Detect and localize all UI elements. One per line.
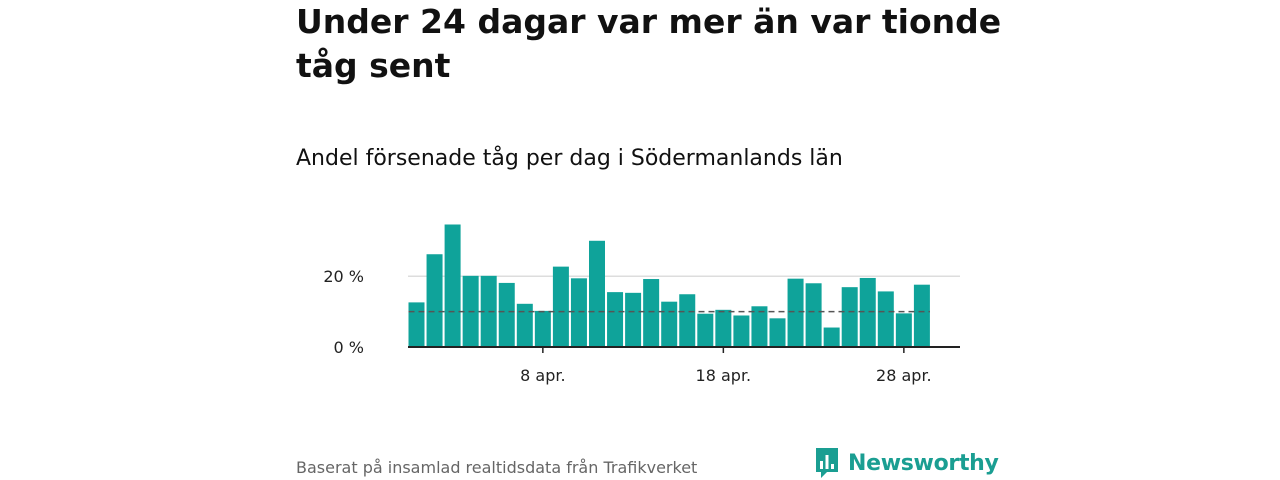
- bar: [823, 327, 840, 347]
- bar: [498, 282, 515, 347]
- headline: Under 24 dagar var mer än var tionde tåg…: [296, 2, 1002, 85]
- bar: [697, 313, 714, 347]
- bar: [552, 266, 569, 347]
- bar: [913, 284, 930, 347]
- bar: [589, 240, 605, 347]
- chart-title: Andel försenade tåg per dag i Södermanla…: [296, 146, 843, 171]
- bar: [408, 302, 425, 347]
- x-tick-label: 28 apr.: [876, 366, 932, 385]
- bar: [769, 318, 786, 347]
- x-tick-label: 18 apr.: [696, 366, 752, 385]
- bar: [570, 278, 587, 347]
- bar: [679, 294, 696, 347]
- x-tick-label: 8 apr.: [520, 366, 565, 385]
- bar: [516, 303, 533, 347]
- brand-name: Newsworthy: [848, 450, 999, 476]
- bar: [661, 301, 678, 347]
- bar: [625, 292, 642, 347]
- bar: [426, 254, 443, 347]
- source-note: Baserat på insamlad realtidsdata från Tr…: [296, 458, 698, 477]
- bar: [805, 283, 822, 347]
- bar: [895, 313, 912, 347]
- brand-logo: Newsworthy: [814, 446, 999, 480]
- bar: [643, 279, 660, 347]
- bar: [787, 278, 804, 347]
- bar-chart-logo-icon: [816, 448, 838, 478]
- bar: [859, 277, 876, 347]
- y-tick-label: 0 %: [334, 338, 364, 357]
- bar: [534, 310, 551, 347]
- y-tick-label: 20 %: [323, 267, 364, 286]
- bar: [841, 287, 858, 347]
- bar: [751, 306, 768, 347]
- bar: [877, 291, 894, 347]
- bar: [715, 309, 732, 347]
- bar: [733, 315, 750, 347]
- bar: [444, 224, 461, 347]
- bar: [607, 292, 624, 347]
